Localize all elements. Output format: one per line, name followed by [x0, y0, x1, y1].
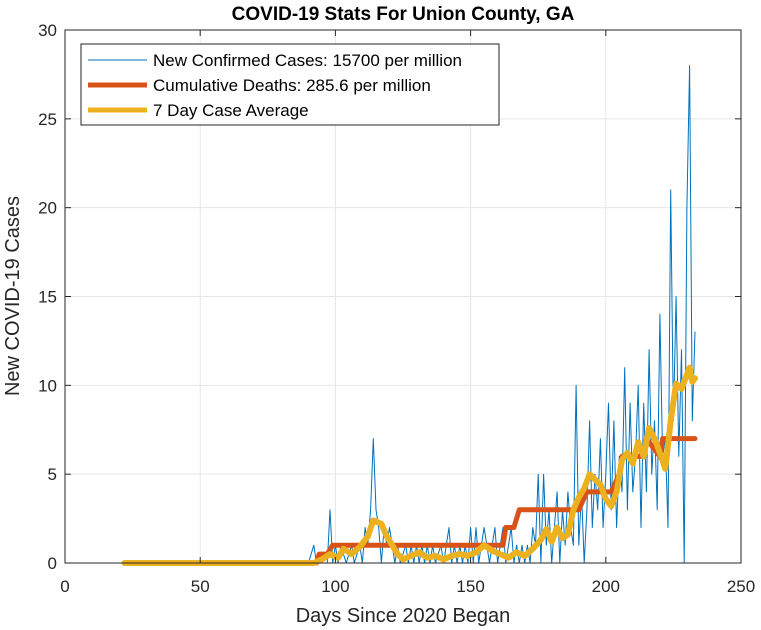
y-tick-label: 25 [38, 110, 57, 129]
y-tick-label: 0 [48, 554, 57, 573]
x-tick-label: 100 [321, 577, 349, 596]
y-tick-label: 15 [38, 288, 57, 307]
x-tick-label: 0 [60, 577, 69, 596]
series-line-3 [121, 364, 698, 566]
x-tick-label: 150 [456, 577, 484, 596]
y-axis-label: New COVID-19 Cases [2, 196, 24, 396]
y-tick-label: 5 [48, 465, 57, 484]
chart-title: COVID-19 Stats For Union County, GA [232, 4, 575, 25]
tick-labels: 0 50 100 150 200 250 0 5 10 15 20 25 30 [38, 21, 755, 596]
x-axis-label: Days Since 2020 Began [296, 605, 511, 627]
x-tick-label: 200 [592, 577, 620, 596]
legend-label: New Confirmed Cases: 15700 per million [153, 51, 462, 70]
x-tick-label: 50 [191, 577, 210, 596]
legend-label: Cumulative Deaths: 285.6 per million [153, 76, 431, 95]
y-tick-label: 20 [38, 199, 57, 218]
legend-label: 7 Day Case Average [153, 101, 309, 120]
series-group [121, 65, 698, 566]
y-tick-label: 10 [38, 376, 57, 395]
y-tick-label: 30 [38, 21, 57, 40]
legend: New Confirmed Cases: 15700 per million Cu… [80, 43, 500, 126]
x-tick-label: 250 [727, 577, 755, 596]
legend-box [80, 43, 500, 126]
